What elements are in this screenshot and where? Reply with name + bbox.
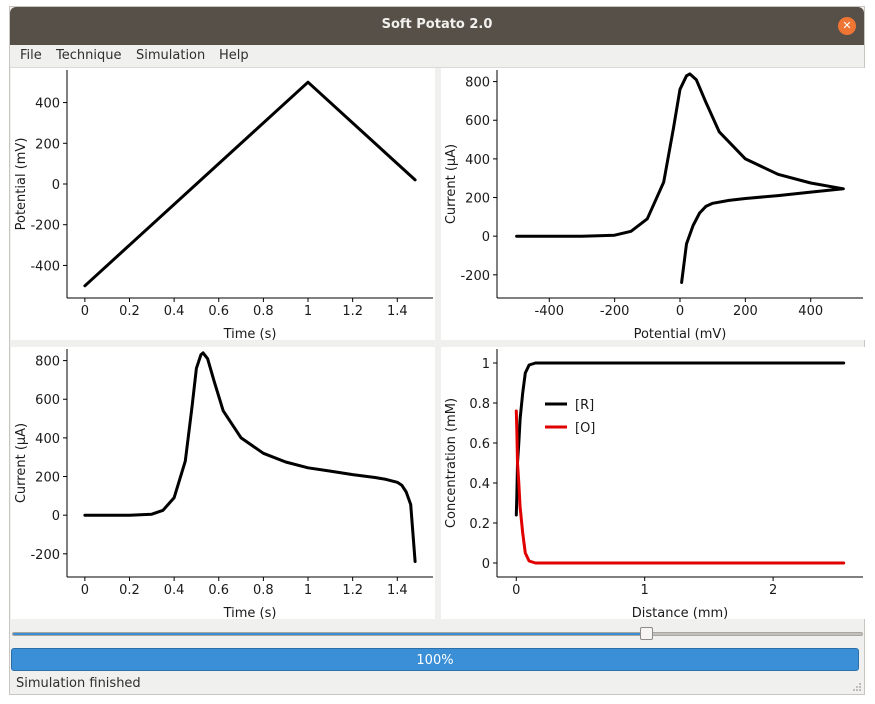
y-tick-label: 800 bbox=[465, 76, 490, 91]
waveform-chart: 0 0.2 0.4 0.6 0.8 1 1.2 1.4 400 200 0 -200 -400 Time … bbox=[14, 70, 433, 340]
y-tick-label: 600 bbox=[35, 393, 60, 408]
slider-fill bbox=[13, 633, 646, 635]
slider-handle[interactable] bbox=[639, 627, 653, 640]
y-tick-label: 200 bbox=[35, 137, 60, 152]
y-axis-label: Concentration (mM) bbox=[444, 398, 459, 528]
x-tick-label: 0 bbox=[81, 583, 89, 598]
y-tick-label: 0 bbox=[482, 557, 490, 572]
x-tick-label: 2 bbox=[769, 583, 777, 598]
y-tick-label: 800 bbox=[35, 355, 60, 370]
x-axis-label: Potential (mV) bbox=[634, 327, 727, 340]
y-tick-label: -200 bbox=[30, 219, 60, 234]
y-tick-label: 400 bbox=[35, 97, 60, 112]
menu-technique[interactable]: Technique bbox=[56, 48, 122, 63]
current_time-line bbox=[83, 351, 417, 563]
x-tick-label: 1.2 bbox=[342, 304, 363, 319]
y-tick-label: 600 bbox=[465, 114, 490, 129]
series-0-line bbox=[514, 361, 846, 517]
cv-plot-panel: -400 -200 0 200 400 800 600 400 200 0 -200 Potentia… bbox=[441, 68, 865, 340]
x-tick-label: 0 bbox=[512, 583, 520, 598]
x-axis-label: Time (s) bbox=[223, 327, 277, 340]
legend-label: [R] bbox=[575, 398, 594, 413]
x-axis-label: Time (s) bbox=[223, 606, 277, 619]
waveform-plot-panel: 0 0.2 0.4 0.6 0.8 1 1.2 1.4 400 200 0 -200 -400 Time … bbox=[11, 68, 435, 340]
window-title: Soft Potato 2.0 bbox=[381, 17, 493, 32]
concentration-plot-panel: 0 1 2 1 0.8 0.6 0.4 0.2 0 Distance (mm) Concentrat… bbox=[441, 347, 865, 619]
y-tick-label: 0.8 bbox=[469, 397, 490, 412]
menu-bar: File Technique Simulation Help bbox=[10, 45, 864, 68]
y-tick-label: 200 bbox=[465, 192, 490, 207]
x-tick-label: 1 bbox=[304, 583, 312, 598]
x-tick-label: 0.4 bbox=[164, 304, 185, 319]
time-slider[interactable] bbox=[12, 627, 863, 640]
current_time-chart: 0 0.2 0.4 0.6 0.8 1 1.2 1.4 800 600 400 200 0 -200 Tim… bbox=[14, 349, 433, 619]
x-tick-label: -200 bbox=[600, 304, 630, 319]
x-tick-label: 0 bbox=[81, 304, 89, 319]
y-tick-label: 200 bbox=[35, 471, 60, 486]
y-tick-label: 400 bbox=[465, 153, 490, 168]
y-axis-label: Potential (mV) bbox=[14, 138, 29, 231]
x-tick-label: 1 bbox=[641, 583, 649, 598]
y-tick-label: -400 bbox=[30, 259, 60, 274]
cv-line bbox=[515, 72, 845, 284]
x-tick-label: 0.8 bbox=[253, 583, 274, 598]
menu-file[interactable]: File bbox=[20, 48, 42, 63]
cv-chart: -400 -200 0 200 400 800 600 400 200 0 -200 Potentia… bbox=[444, 70, 863, 340]
x-tick-label: 1.4 bbox=[387, 583, 408, 598]
concentration-chart: 0 1 2 1 0.8 0.6 0.4 0.2 0 Distance (mm) Concentrat… bbox=[444, 349, 863, 619]
x-tick-label: 0.2 bbox=[119, 583, 140, 598]
y-axis-label: Current (µA) bbox=[444, 144, 459, 224]
x-tick-label: 0.6 bbox=[208, 583, 229, 598]
y-tick-label: -200 bbox=[30, 548, 60, 563]
x-tick-label: 0.4 bbox=[164, 583, 185, 598]
y-axis-label: Current (µA) bbox=[14, 423, 29, 503]
y-tick-label: 0 bbox=[52, 509, 60, 524]
x-tick-label: 0 bbox=[676, 304, 684, 319]
menu-simulation[interactable]: Simulation bbox=[136, 48, 206, 63]
x-tick-label: 0.6 bbox=[208, 304, 229, 319]
progress-label: 100% bbox=[416, 653, 454, 668]
current-time-plot-panel: 0 0.2 0.4 0.6 0.8 1 1.2 1.4 800 600 400 200 0 -200 Tim… bbox=[11, 347, 435, 619]
y-tick-label: 0 bbox=[482, 230, 490, 245]
waveform-line bbox=[83, 80, 417, 288]
main-window: Soft Potato 2.0 ✕ File Technique Simulat… bbox=[9, 6, 865, 695]
x-tick-label: 0.8 bbox=[253, 304, 274, 319]
y-tick-label: 0.4 bbox=[469, 477, 490, 492]
x-axis-label: Distance (mm) bbox=[632, 606, 728, 619]
close-icon[interactable]: ✕ bbox=[838, 17, 856, 35]
y-tick-label: 0.6 bbox=[469, 437, 490, 452]
y-tick-label: -200 bbox=[460, 269, 490, 284]
progress-bar: 100% bbox=[11, 648, 859, 671]
y-tick-label: 0 bbox=[52, 178, 60, 193]
x-tick-label: 1.2 bbox=[342, 583, 363, 598]
series-1-line bbox=[514, 409, 846, 565]
menu-help[interactable]: Help bbox=[219, 48, 249, 63]
legend-label: [O] bbox=[575, 421, 595, 436]
x-tick-label: 400 bbox=[798, 304, 823, 319]
x-tick-label: 200 bbox=[733, 304, 758, 319]
x-tick-label: 1.4 bbox=[387, 304, 408, 319]
title-bar[interactable]: Soft Potato 2.0 ✕ bbox=[10, 7, 864, 45]
y-tick-label: 1 bbox=[482, 357, 490, 372]
x-tick-label: -400 bbox=[535, 304, 565, 319]
x-tick-label: 1 bbox=[304, 304, 312, 319]
x-tick-label: 0.2 bbox=[119, 304, 140, 319]
y-tick-label: 0.2 bbox=[469, 517, 490, 532]
resize-grip-icon[interactable] bbox=[852, 682, 862, 692]
status-text: Simulation finished bbox=[16, 676, 141, 691]
y-tick-label: 400 bbox=[35, 432, 60, 447]
